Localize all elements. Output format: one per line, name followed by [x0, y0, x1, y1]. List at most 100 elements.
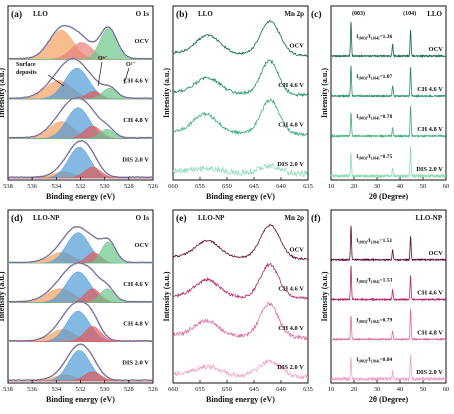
annotation-surface-deposits-line1: Surface: [16, 62, 36, 68]
intensity-ratio-label: I(003)/I(104)=0.84: [356, 357, 392, 364]
series-label: DIS 2.0 V: [416, 166, 443, 173]
series-label: CH 4.6 V: [417, 86, 443, 93]
annotation-arrow: [97, 61, 103, 87]
xrd-pattern-line: [330, 265, 447, 302]
raw-data-line: [7, 24, 152, 60]
x-tick-label: 640: [276, 183, 286, 190]
series-label: DIS 2.0 V: [277, 364, 304, 371]
x-tick-label: 534: [51, 386, 62, 393]
xrd-panel-c: (c) LLO (003) (104) I(003)/I(104)=1.36 OCV I(0…: [311, 5, 450, 201]
x-tick-label: 50: [420, 386, 427, 393]
annotation-surface-deposits: deposits: [16, 70, 37, 76]
x-tick-label: 40: [397, 183, 404, 190]
y-axis-label: Intensity (a.u.): [0, 68, 6, 118]
peak-label-104: (104): [403, 10, 416, 17]
series-label: CH 4.6 V: [123, 281, 149, 288]
x-tick-label: 40: [397, 386, 404, 393]
spectrum-line: [172, 59, 309, 98]
x-tick-label: 655: [195, 386, 205, 393]
xrd-pattern-line: [330, 105, 446, 139]
spectrum-line: [172, 98, 309, 138]
panel-label: (e): [176, 213, 187, 224]
x-tick-label: 10: [328, 183, 335, 190]
sample-label: LLO: [198, 10, 213, 18]
x-tick-label: 655: [195, 183, 205, 190]
x-tick-label: 50: [420, 183, 427, 190]
series-label: CH 4.8 V: [123, 320, 149, 327]
x-tick-label: 534: [51, 183, 62, 190]
xps-o1s-panel-d: (d) LLO-NP O 1s OCV CH 4.6 V CH 4.8 V DIS 2.0 …: [0, 209, 159, 404]
panel-label: (b): [176, 9, 188, 20]
x-axis-label: Binding energy (eV): [206, 192, 275, 201]
raw-data-line: [7, 300, 152, 342]
sample-label: LLO-NP: [33, 214, 60, 222]
intensity-ratio-label: I(003)/I(104)=1.53: [356, 278, 392, 285]
x-tick-label: 538: [3, 386, 13, 393]
x-tick-label: 528: [124, 386, 134, 393]
x-tick-label: 30: [374, 183, 381, 190]
xps-o1s-panel-a: (a) LLO O 1s OCV CH 4.6 V CH 4.8 V DIS 2.0 V Su…: [0, 5, 159, 201]
x-tick-label: 60: [443, 183, 450, 190]
series: DIS 2.0 V: [7, 343, 153, 382]
plot-frame: [330, 5, 447, 181]
x-tick-label: 650: [222, 386, 232, 393]
series-label: OCV: [429, 46, 444, 53]
x-tick-label: 532: [76, 183, 86, 190]
x-tick-label: 645: [249, 183, 259, 190]
sample-label: LLO: [427, 10, 442, 18]
spectrum-line: [172, 262, 309, 300]
xrd-pattern-line: [330, 354, 447, 382]
plot-frame: [172, 5, 309, 181]
x-tick-label: 30: [374, 386, 381, 393]
series: CH 4.8 V: [7, 96, 153, 139]
x-axis-label: Binding energy (eV): [46, 395, 115, 404]
x-tick-label: 532: [76, 386, 86, 393]
series-label: OCV: [290, 43, 305, 50]
intensity-ratio-label: I(003)/I(104)=0.79: [356, 317, 392, 324]
series: DIS 2.0 V: [7, 140, 153, 179]
x-tick-label: 640: [276, 386, 286, 393]
series: CH 4.8 V: [7, 300, 153, 342]
y-axis-label: Intensity (a.u.): [162, 68, 171, 118]
x-tick-label: 526: [148, 386, 159, 393]
y-axis-label: Intensity (a.u.): [320, 271, 329, 321]
series-label: OCV: [290, 246, 305, 253]
x-tick-label: 536: [27, 183, 38, 190]
panel-label: (d): [11, 213, 23, 224]
spectrum-line: [172, 20, 308, 57]
series-label: CH 4.6 V: [278, 286, 304, 293]
series-label: CH 4.8 V: [417, 126, 443, 133]
intensity-ratio-label: I(003)/I(104)=0.78: [356, 114, 392, 121]
y-axis-label: Intensity (a.u.): [162, 271, 171, 321]
series-label: OCV: [135, 242, 150, 249]
region-label: Mn 2p: [284, 214, 304, 222]
x-tick-label: 60: [443, 386, 450, 393]
x-tick-label: 660: [168, 183, 178, 190]
x-tick-label: 20: [351, 386, 358, 393]
series-label: CH 4.8 V: [278, 122, 304, 129]
region-label: O 1s: [136, 10, 150, 18]
series-label: CH 4.6 V: [417, 290, 443, 297]
series-label: CH 4.8 V: [123, 117, 149, 124]
spectrum-line: [172, 163, 309, 179]
series: CH 4.6 V: [7, 262, 153, 303]
fit-component: [8, 232, 153, 264]
intensity-ratio-label: I(003)/I(104)=1.51: [356, 238, 392, 245]
x-tick-label: 635: [303, 386, 313, 393]
x-tick-label: 530: [100, 183, 110, 190]
x-tick-label: 538: [3, 183, 13, 190]
panel-label: (a): [11, 9, 22, 20]
series-label: CH 4.8 V: [417, 329, 443, 336]
region-label: Mn 2p: [284, 10, 304, 18]
series: CH 4.6 V: [7, 57, 153, 100]
x-tick-label: 650: [222, 183, 232, 190]
series-label: CH 4.8 V: [278, 325, 304, 332]
xrd-pattern-line: [330, 21, 447, 59]
x-tick-label: 536: [27, 386, 38, 393]
x-tick-label: 660: [168, 386, 178, 393]
fit-component: [8, 288, 153, 303]
series: OCV: [7, 225, 153, 264]
spectrum-line: [172, 301, 308, 341]
plot-frame: [172, 209, 309, 384]
